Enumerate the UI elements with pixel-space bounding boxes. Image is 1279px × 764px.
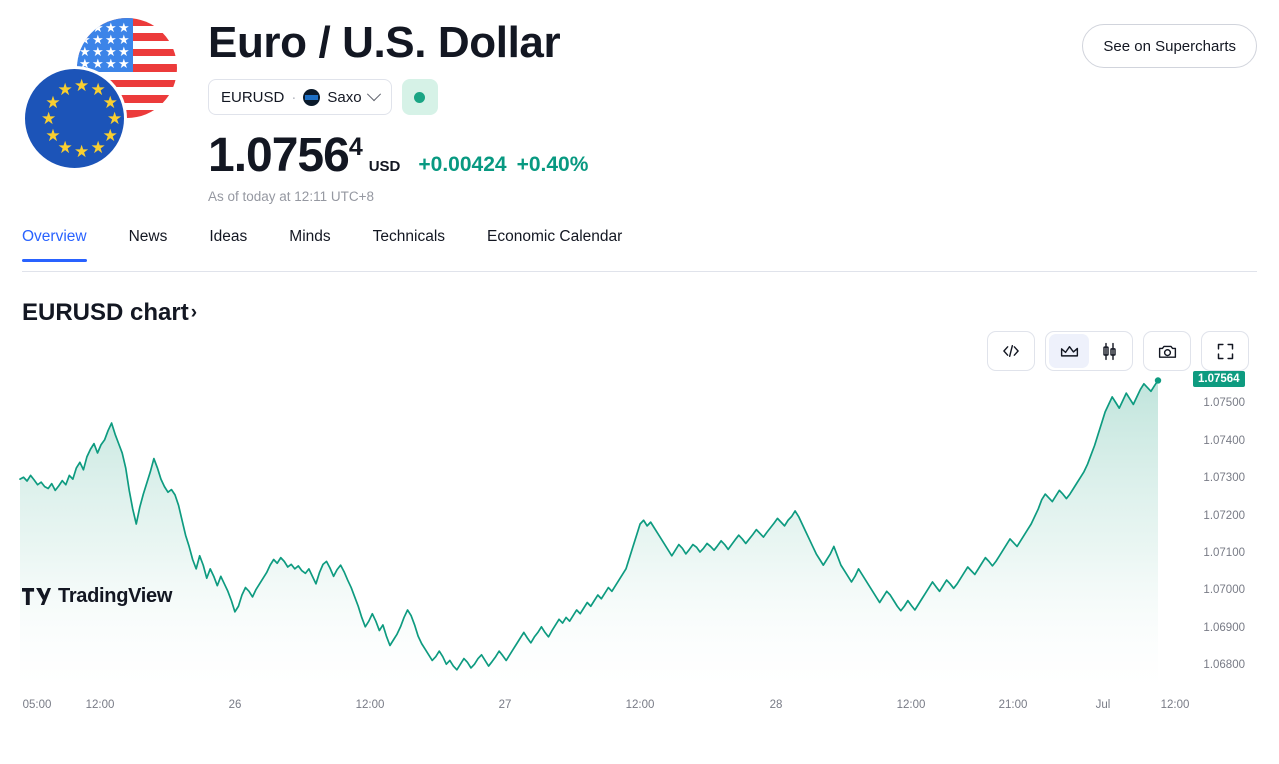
embed-code-box bbox=[987, 331, 1035, 371]
time-axis-tick: Jul bbox=[1095, 699, 1111, 711]
time-axis[interactable]: 05:00 12:00 26 12:00 27 12:00 28 12:00 21:00 Jul 1… bbox=[0, 693, 1190, 729]
symbol-exchange-selector[interactable]: EURUSD · Saxo bbox=[208, 79, 392, 115]
camera-snapshot-icon[interactable] bbox=[1147, 334, 1187, 368]
last-price-fraction: 4 bbox=[348, 133, 363, 161]
time-axis-tick: 12:00 bbox=[355, 699, 385, 711]
symbol-separator: · bbox=[291, 88, 297, 106]
currency-pair-flags: ★ ★ ★ ★ ★ ★ ★ ★ ★ ★ ★ ★ ★ ★ ★ ★ ★ ★ ★ ★ ★ ★ ★ ★ ★ ★ ★ ★ bbox=[22, 18, 177, 173]
fullscreen-icon[interactable] bbox=[1205, 334, 1245, 368]
area-chart-icon[interactable] bbox=[1049, 334, 1089, 368]
tab-label: Economic Calendar bbox=[487, 228, 623, 245]
exchange-name: Saxo bbox=[327, 88, 362, 106]
chart-title-link[interactable]: EURUSD chart › bbox=[22, 299, 197, 327]
price-axis-tick: 1.07300 bbox=[1203, 472, 1245, 485]
time-axis-tick: 05:00 bbox=[22, 699, 52, 711]
time-axis-tick: 12:00 bbox=[625, 699, 655, 711]
chart-toolbar bbox=[987, 331, 1249, 371]
price-axis-tick: 1.07400 bbox=[1203, 434, 1245, 447]
chevron-right-icon: › bbox=[190, 302, 198, 323]
price-currency: USD bbox=[368, 158, 401, 175]
instrument-header: ★ ★ ★ ★ ★ ★ ★ ★ ★ ★ ★ ★ ★ ★ ★ ★ ★ ★ ★ ★ ★ ★ ★ ★ ★ ★ ★ ★ Euro / U.S… bbox=[0, 0, 1279, 228]
see-on-supercharts-button[interactable]: See on Supercharts bbox=[1082, 24, 1257, 68]
chart-title-text: EURUSD chart bbox=[22, 299, 189, 326]
time-axis-tick: 27 bbox=[498, 699, 512, 711]
snapshot-box bbox=[1143, 331, 1191, 371]
time-axis-tick: 21:00 bbox=[998, 699, 1028, 711]
change-absolute: +0.00424 bbox=[418, 153, 507, 176]
tab-economic-calendar[interactable]: Economic Calendar bbox=[487, 228, 622, 261]
chart-container: 1.07500 1.07400 1.07300 1.07200 1.07100 1.070… bbox=[0, 331, 1279, 733]
change-percent: +0.40% bbox=[516, 153, 589, 176]
current-price-label: 1.07564 bbox=[1193, 371, 1245, 388]
tab-label: News bbox=[128, 228, 168, 245]
tab-technicals[interactable]: Technicals bbox=[373, 228, 445, 261]
tradingview-logo-icon bbox=[22, 588, 51, 605]
saxo-logo-icon bbox=[303, 88, 321, 106]
eu-flag-icon: ★ ★ ★ ★ ★ ★ ★ ★ ★ ★ ★ ★ bbox=[22, 66, 127, 171]
tab-label: Overview bbox=[22, 228, 87, 245]
time-axis-tick: 12:00 bbox=[1160, 699, 1190, 711]
last-price: 1.0756 bbox=[208, 129, 350, 182]
price-axis-tick: 1.06900 bbox=[1203, 621, 1245, 634]
price-axis-tick: 1.07200 bbox=[1203, 509, 1245, 522]
tradingview-watermark: TradingView bbox=[22, 585, 172, 608]
price-axis-tick: 1.07000 bbox=[1203, 584, 1245, 597]
tab-label: Ideas bbox=[209, 228, 248, 245]
chart-section-header: EURUSD chart › bbox=[22, 299, 1257, 327]
chevron-down-icon bbox=[366, 87, 381, 102]
tab-news[interactable]: News bbox=[129, 228, 168, 261]
symbol-ticker: EURUSD bbox=[221, 88, 285, 106]
tab-ideas[interactable]: Ideas bbox=[209, 228, 247, 261]
us-flag-icon: ★ ★ ★ ★ ★ ★ ★ ★ ★ ★ ★ ★ ★ ★ ★ ★ bbox=[77, 18, 177, 118]
time-axis-tick: 12:00 bbox=[896, 699, 926, 711]
embed-code-icon[interactable] bbox=[991, 334, 1031, 368]
tab-minds[interactable]: Minds bbox=[289, 228, 330, 261]
fullscreen-box bbox=[1201, 331, 1249, 371]
time-axis-tick: 12:00 bbox=[85, 699, 115, 711]
price-axis-tick: 1.06800 bbox=[1203, 659, 1245, 672]
candlestick-chart-icon[interactable] bbox=[1089, 334, 1129, 368]
section-tabs: Overview News Ideas Minds Technicals Economic… bbox=[22, 228, 1257, 272]
page-title: Euro / U.S. Dollar bbox=[208, 18, 561, 67]
symbol-row: EURUSD · Saxo bbox=[208, 79, 438, 115]
as-of-timestamp: As of today at 12:11 UTC+8 bbox=[208, 189, 374, 204]
tradingview-watermark-text: TradingView bbox=[58, 585, 173, 607]
market-open-dot-icon bbox=[414, 91, 426, 103]
tab-label: Technicals bbox=[372, 228, 446, 245]
tab-overview[interactable]: Overview bbox=[22, 228, 87, 262]
price-axis-tick: 1.07100 bbox=[1203, 546, 1245, 559]
time-axis-tick: 26 bbox=[228, 699, 242, 711]
price-row: 1.0756 4 USD +0.00424 +0.40% bbox=[208, 128, 588, 183]
market-status-badge[interactable] bbox=[401, 79, 438, 115]
price-axis[interactable]: 1.07500 1.07400 1.07300 1.07200 1.07100 1.070… bbox=[1186, 341, 1279, 689]
price-area-chart[interactable] bbox=[0, 341, 1186, 689]
chart-type-box bbox=[1045, 331, 1133, 371]
tab-label: Minds bbox=[289, 228, 331, 245]
price-axis-tick: 1.07500 bbox=[1203, 397, 1245, 410]
time-axis-tick: 28 bbox=[769, 699, 783, 711]
